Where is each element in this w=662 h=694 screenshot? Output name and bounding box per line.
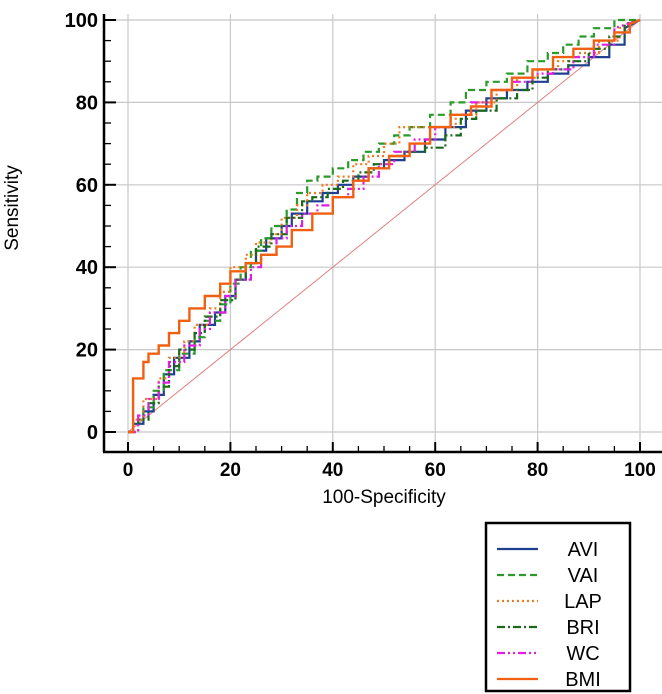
legend: AVI VAI LAP BRI WC BMI bbox=[484, 521, 632, 693]
y-tick-label: 80 bbox=[76, 92, 98, 114]
y-tick-label: 60 bbox=[76, 175, 98, 197]
grid-lines bbox=[104, 14, 662, 452]
legend-box bbox=[484, 521, 632, 693]
x-tick-labels: 0 20 40 60 80 100 bbox=[123, 460, 656, 481]
y-axis-title: Sensitivity bbox=[2, 165, 23, 251]
y-tick-label: 20 bbox=[76, 340, 98, 362]
x-tick-label: 20 bbox=[220, 460, 241, 481]
legend-label-vai: VAI bbox=[568, 565, 599, 587]
chance-reference-line bbox=[127, 19, 641, 433]
y-tick-labels: 0 20 40 60 80 100 bbox=[65, 10, 98, 444]
legend-label-lap: LAP bbox=[564, 591, 602, 613]
x-tick-label: 0 bbox=[123, 460, 134, 481]
legend-label-wc: WC bbox=[566, 643, 599, 665]
y-tick-label: 40 bbox=[76, 257, 98, 279]
x-axis-title: 100-Specificity bbox=[322, 487, 446, 508]
x-tick-label: 100 bbox=[624, 460, 656, 481]
series-line-bmi bbox=[128, 18, 641, 434]
legend-label-avi: AVI bbox=[568, 539, 599, 561]
y-tick-label: 100 bbox=[65, 10, 98, 32]
x-tick-label: 40 bbox=[322, 460, 343, 481]
series-line-avi bbox=[128, 19, 641, 434]
legend-label-bmi: BMI bbox=[565, 669, 601, 691]
y-tick-label: 0 bbox=[87, 422, 98, 444]
series-line-vai bbox=[128, 18, 640, 434]
x-tick-label: 60 bbox=[425, 460, 446, 481]
x-tick-label: 80 bbox=[527, 460, 548, 481]
axes-frame bbox=[102, 14, 662, 454]
series-layer bbox=[128, 18, 641, 434]
series-line-wc bbox=[128, 18, 641, 434]
legend-label-bri: BRI bbox=[566, 617, 599, 639]
